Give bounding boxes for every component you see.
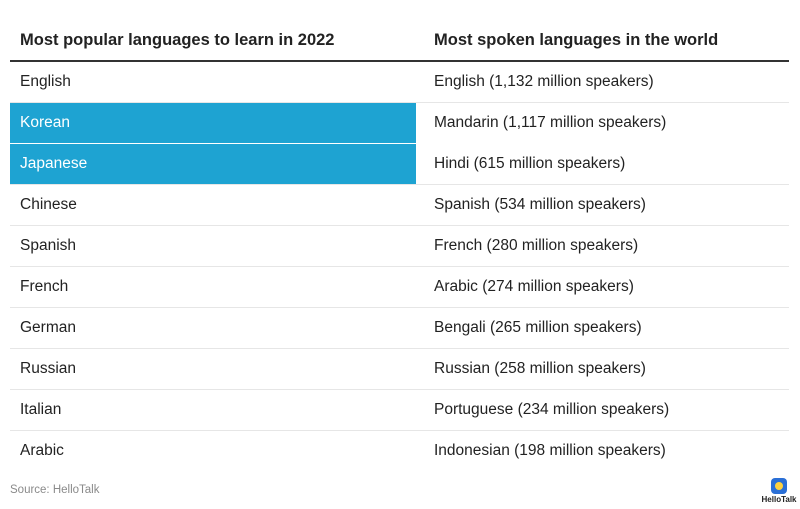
- cell-spoken-language: Russian (258 million speakers): [434, 360, 646, 377]
- table-row: Russian Russian (258 million speakers): [10, 349, 789, 390]
- cell-spoken-language: Indonesian (198 million speakers): [434, 442, 666, 459]
- cell-spoken-language: Arabic (274 million speakers): [434, 278, 634, 295]
- logo-text: HelloTalk: [761, 495, 797, 504]
- languages-table: Most popular languages to learn in 2022 …: [10, 20, 789, 471]
- cell-popular-language: Chinese: [20, 196, 77, 213]
- table-row: Chinese Spanish (534 million speakers): [10, 185, 789, 226]
- cell-spoken-language: Spanish (534 million speakers): [434, 196, 646, 213]
- cell-spoken-language: Portuguese (234 million speakers): [434, 401, 670, 418]
- column-header-popular: Most popular languages to learn in 2022: [20, 30, 335, 49]
- table-body: English English (1,132 million speakers) K…: [10, 62, 789, 471]
- table-header: Most popular languages to learn in 2022 …: [10, 20, 789, 62]
- cell-popular-language: Korean: [10, 103, 416, 143]
- table-row: English English (1,132 million speakers): [10, 62, 789, 103]
- table-row: Korean Mandarin (1,117 million speakers): [10, 103, 789, 144]
- cell-spoken-language: Mandarin (1,117 million speakers): [434, 114, 667, 131]
- cell-popular-language: Arabic: [20, 442, 64, 459]
- cell-popular-language: Russian: [20, 360, 76, 377]
- column-header-spoken: Most spoken languages in the world: [434, 30, 719, 49]
- cell-popular-language: Italian: [20, 401, 62, 418]
- cell-spoken-language: English (1,132 million speakers): [434, 73, 654, 90]
- hellotalk-logo: HelloTalk: [761, 478, 797, 508]
- cell-popular-language: French: [20, 278, 69, 295]
- cell-popular-language: Spanish: [20, 237, 77, 254]
- cell-popular-language: English: [20, 73, 71, 90]
- table-row: Japanese Hindi (615 million speakers): [10, 144, 789, 185]
- table-row: French Arabic (274 million speakers): [10, 267, 789, 308]
- hellotalk-logo-icon: [771, 478, 787, 494]
- table-row: Italian Portuguese (234 million speakers): [10, 390, 789, 431]
- table-row: Arabic Indonesian (198 million speakers): [10, 431, 789, 471]
- cell-spoken-language: Hindi (615 million speakers): [434, 155, 626, 172]
- table-row: German Bengali (265 million speakers): [10, 308, 789, 349]
- cell-spoken-language: French (280 million speakers): [434, 237, 639, 254]
- source-note: Source: HelloTalk: [10, 484, 100, 496]
- table-row: Spanish French (280 million speakers): [10, 226, 789, 267]
- cell-spoken-language: Bengali (265 million speakers): [434, 319, 642, 336]
- cell-popular-language: German: [20, 319, 76, 336]
- cell-popular-language: Japanese: [10, 144, 416, 184]
